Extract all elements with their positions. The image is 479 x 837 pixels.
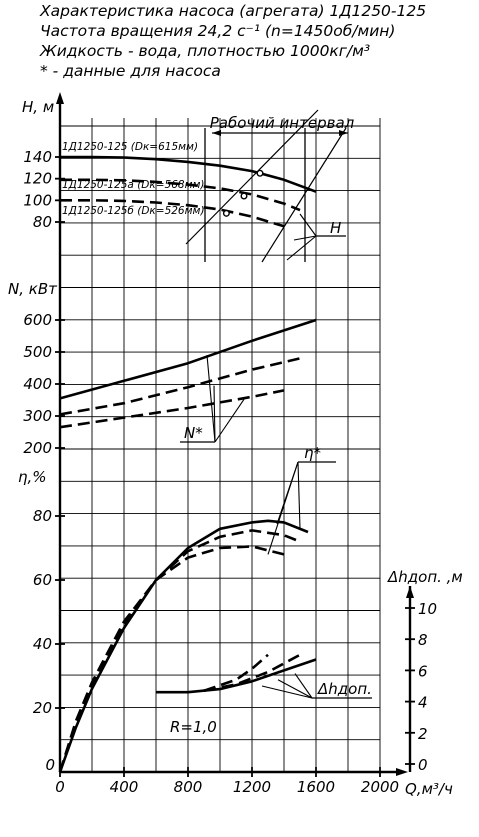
x-axis-arrow <box>396 768 408 776</box>
r-coefficient-label: R=1,0 <box>170 718 217 736</box>
y-tick-label-head: 140 <box>23 148 52 166</box>
x-tick-label: 800 <box>174 778 203 796</box>
head-curve-series-0 <box>60 155 317 193</box>
head-annotation-leader <box>286 235 317 261</box>
y-tick-label-origin: 0 <box>45 756 55 774</box>
npsh-tick-label: 2 <box>418 725 428 743</box>
npsh-tick-label: 6 <box>418 662 428 680</box>
head-annotation-leader <box>293 235 317 241</box>
x-tick-label: 1200 <box>233 778 271 796</box>
y-tick-label-power: 200 <box>23 439 52 457</box>
power-annotation: N* <box>184 424 203 442</box>
x-tick-label: 2000 <box>361 778 399 796</box>
head-curve-series-1 <box>60 178 301 212</box>
power-curve-series-0 <box>59 318 317 400</box>
y-axis-label-efficiency: η,% <box>18 468 47 486</box>
npsh-annotation-leader <box>294 673 313 699</box>
x-axis-label: Q,м³/ч <box>405 780 453 798</box>
working-interval-leader <box>185 109 319 245</box>
efficiency-annotation-leader <box>297 461 301 529</box>
npsh-axis-arrow <box>406 586 414 598</box>
operating-point-marker <box>256 169 264 177</box>
y-tick-label-power: 600 <box>23 311 52 329</box>
y-axis-arrow <box>56 92 64 104</box>
x-tick-label: 1600 <box>297 778 335 796</box>
y-tick-label-head: 100 <box>23 191 52 209</box>
head-series-label: 1Д1250-125а (Dк=568мм) <box>62 179 205 191</box>
efficiency-curve-series-1 <box>58 529 301 773</box>
npsh-curve-series-2 <box>203 653 269 692</box>
head-series-label: 1Д1250-125б (Dк=526мм) <box>62 205 205 217</box>
y-tick-label-efficiency: 40 <box>33 635 52 653</box>
y-tick-label-power: 300 <box>23 407 52 425</box>
chart-title-line-3: Жидкость - вода, плотностью 1000кг/м³ <box>40 42 371 60</box>
npsh-tick-label: 0 <box>418 756 428 774</box>
npsh-annotation-leader <box>277 679 313 699</box>
head-series-label: 1Д1250-125 (Dк=615мм) <box>62 141 198 153</box>
npsh-axis-label: Δhдоп. ,м <box>387 568 463 586</box>
efficiency-annotation: η* <box>304 444 322 462</box>
efficiency-curve-series-2 <box>58 545 285 773</box>
y-axis-label-head: H, м <box>22 98 54 116</box>
npsh-curve-series-0 <box>156 658 317 694</box>
chart-title-line-2: Частота вращения 24,2 с⁻¹ (n=1450об/мин) <box>40 22 396 40</box>
y-tick-label-efficiency: 60 <box>33 571 52 589</box>
npsh-annotation-leader <box>261 685 313 699</box>
y-tick-label-head: 120 <box>23 170 52 188</box>
power-annotation-leader <box>214 399 245 443</box>
power-annotation-leader <box>206 355 216 443</box>
y-tick-label-efficiency: 20 <box>33 699 52 717</box>
operating-point-marker <box>222 209 230 217</box>
power-curve-series-2 <box>59 389 285 429</box>
y-tick-label-power: 400 <box>23 375 52 393</box>
y-tick-label-efficiency: 80 <box>33 507 52 525</box>
head-annotation: H <box>330 219 341 237</box>
npsh-annotation: Δhдоп. <box>317 680 372 698</box>
y-tick-label-head: 80 <box>33 213 52 231</box>
power-curve-series-1 <box>59 357 301 416</box>
operating-point-marker <box>240 192 248 200</box>
efficiency-annotation-leader <box>267 461 299 555</box>
working-interval-arrow-left <box>212 130 221 136</box>
y-axis-label-power: N, кВт <box>8 280 58 298</box>
x-tick-label: 0 <box>55 778 65 796</box>
npsh-tick-label: 8 <box>418 631 428 649</box>
power-annotation-leader <box>213 385 216 443</box>
x-tick-label: 400 <box>110 778 139 796</box>
npsh-tick-label: 10 <box>418 600 437 618</box>
chart-title-line-4: * - данные для насоса <box>40 62 221 80</box>
head-annotation-leader <box>299 213 317 237</box>
y-tick-label-power: 500 <box>23 343 52 361</box>
working-interval-leader <box>261 127 347 263</box>
working-interval-label: Рабочий интервал <box>210 114 355 132</box>
chart-title-line-1: Характеристика насоса (агрегата) 1Д1250-… <box>40 2 427 20</box>
head-curve-series-2 <box>60 199 285 228</box>
npsh-tick-label: 4 <box>418 694 428 712</box>
